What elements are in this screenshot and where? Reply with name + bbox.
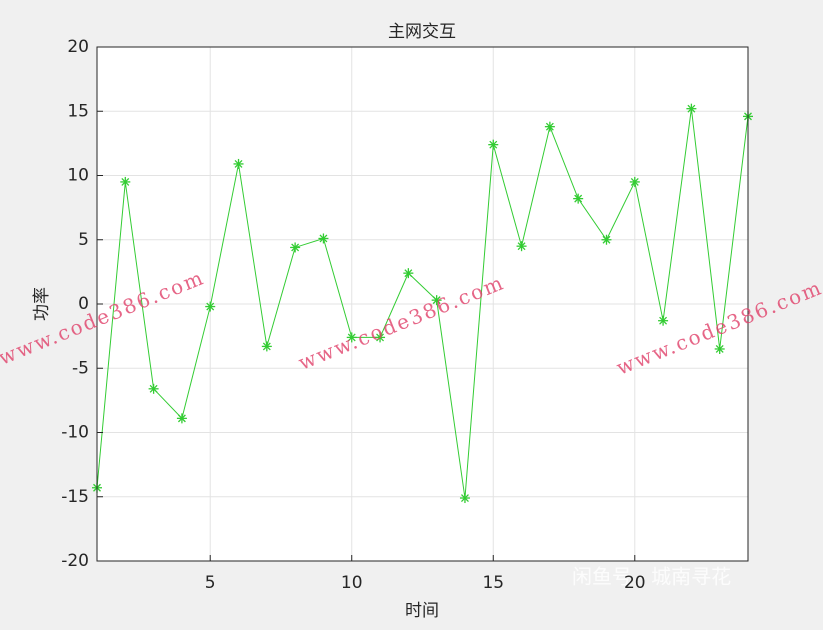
y-tick-label: 15 [67, 101, 89, 121]
x-tick-label: 5 [205, 573, 216, 593]
data-marker [431, 295, 442, 306]
data-marker [573, 193, 584, 204]
data-marker [516, 241, 527, 252]
y-tick-label: 5 [78, 230, 89, 250]
y-tick-label: 20 [67, 37, 89, 57]
y-tick-label: -20 [61, 551, 89, 571]
data-line [96, 108, 749, 499]
data-marker [658, 315, 669, 326]
x-tick-label: 10 [341, 573, 363, 593]
data-marker [544, 121, 555, 132]
y-tick-label: -5 [72, 358, 89, 378]
x-axis-label: 时间 [405, 601, 439, 621]
data-marker [205, 301, 216, 312]
data-marker [290, 242, 301, 253]
x-tick-label: 20 [624, 573, 646, 593]
data-marker [120, 176, 131, 187]
data-marker [318, 233, 329, 244]
data-marker [233, 158, 244, 169]
data-marker [261, 341, 272, 352]
y-axis-label: 功率 [32, 287, 52, 321]
data-marker [714, 343, 725, 354]
data-marker [629, 176, 640, 187]
y-tick-label: -15 [61, 487, 89, 507]
data-marker [601, 234, 612, 245]
data-marker [375, 332, 386, 343]
y-tick-label: 10 [67, 166, 89, 186]
data-marker [176, 413, 187, 424]
watermark: 闲鱼号 · 城南寻花 [572, 565, 731, 589]
chart-title: 主网交互 [388, 22, 456, 42]
data-marker [403, 268, 414, 279]
data-marker [148, 383, 159, 394]
data-marker [488, 139, 499, 150]
data-marker [459, 493, 470, 504]
data-marker [686, 103, 697, 114]
y-tick-label: -10 [61, 423, 89, 443]
y-tick-label: 0 [78, 294, 89, 314]
data-marker [346, 332, 357, 343]
x-tick-label: 15 [482, 573, 504, 593]
plot [92, 103, 753, 504]
